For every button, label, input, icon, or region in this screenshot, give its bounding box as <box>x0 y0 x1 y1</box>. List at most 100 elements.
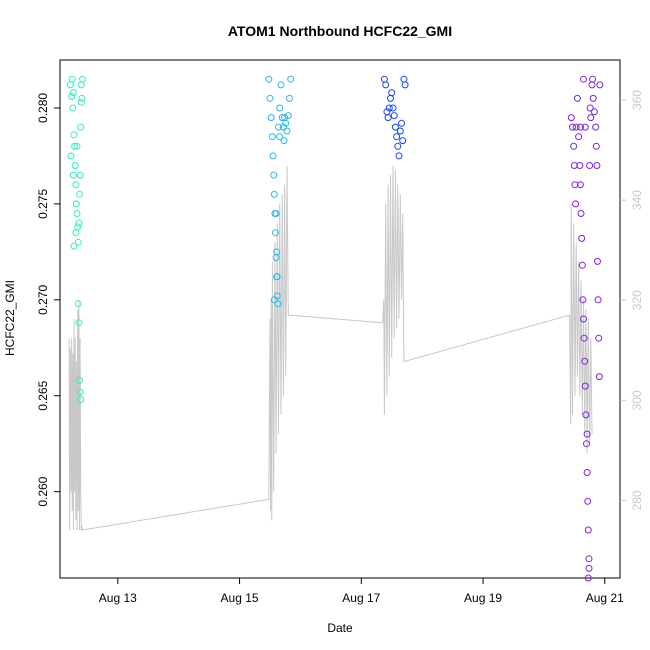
x-tick-label: Aug 19 <box>464 591 502 605</box>
data-point <box>385 104 393 112</box>
data-point <box>581 382 589 390</box>
gray-trace-line <box>68 165 593 531</box>
data-point <box>70 242 78 250</box>
data-point <box>276 104 284 112</box>
data-point <box>75 219 83 227</box>
data-point <box>274 300 282 308</box>
data-point <box>69 89 77 97</box>
data-point <box>75 319 83 327</box>
data-point <box>69 171 77 179</box>
data-point <box>578 234 586 242</box>
data-point <box>393 133 401 141</box>
right-tick-label: 300 <box>630 390 644 410</box>
data-point <box>582 411 590 419</box>
data-point <box>594 296 602 304</box>
y-tick-label: 0.280 <box>36 93 50 123</box>
data-point <box>77 123 85 131</box>
data-point <box>287 75 295 83</box>
data-point <box>74 300 82 308</box>
data-point <box>278 114 286 122</box>
x-tick-label: Aug 15 <box>221 591 259 605</box>
chart-title: ATOM1 Northbound HCFC22_GMI <box>228 23 452 39</box>
data-point <box>583 440 590 448</box>
series-2 <box>265 75 295 308</box>
data-point <box>284 112 292 120</box>
data-point <box>586 162 594 169</box>
data-point <box>387 94 394 102</box>
data-point <box>380 75 388 83</box>
y-tick-label: 0.265 <box>36 380 50 410</box>
data-point <box>585 555 593 563</box>
data-point <box>589 94 597 102</box>
x-tick-label: Aug 13 <box>99 591 137 605</box>
data-point <box>596 81 604 89</box>
data-point <box>592 142 600 150</box>
data-point <box>573 94 581 102</box>
data-point <box>79 75 86 83</box>
x-tick-label: Aug 17 <box>342 591 380 605</box>
data-point <box>270 190 278 198</box>
data-point <box>77 98 85 106</box>
data-point <box>577 210 585 217</box>
data-point <box>273 273 281 281</box>
data-point <box>398 119 405 127</box>
data-point <box>68 75 76 83</box>
data-point <box>576 162 584 169</box>
data-point <box>583 430 591 438</box>
data-point <box>571 181 579 189</box>
data-point <box>275 123 282 131</box>
y-tick-label: 0.270 <box>36 284 50 314</box>
data-point <box>585 564 593 572</box>
data-point <box>401 81 409 89</box>
x-tick-label: Aug 21 <box>586 591 624 605</box>
data-point <box>73 142 81 150</box>
data-point <box>74 223 82 231</box>
right-tick-label: 280 <box>630 490 644 510</box>
data-point <box>567 114 575 122</box>
data-point <box>580 334 588 342</box>
data-point <box>570 142 578 150</box>
data-point <box>76 190 83 198</box>
data-point <box>581 357 589 365</box>
data-point <box>266 94 274 102</box>
data-point <box>572 200 580 208</box>
data-point <box>394 142 402 150</box>
right-tick-label: 360 <box>630 90 644 110</box>
data-point <box>583 469 591 476</box>
right-tick-label: 320 <box>630 290 644 310</box>
data-point <box>277 81 285 89</box>
data-point <box>279 123 287 131</box>
data-point <box>273 248 281 256</box>
data-point <box>579 296 587 304</box>
data-point <box>276 133 284 141</box>
data-point <box>580 75 587 83</box>
data-point <box>569 123 576 131</box>
data-point <box>269 152 277 160</box>
data-point <box>382 81 390 89</box>
data-point <box>584 497 592 505</box>
data-point <box>71 142 79 150</box>
data-point <box>593 162 601 169</box>
data-point <box>595 373 603 381</box>
points-layer <box>66 75 604 582</box>
data-point <box>68 93 76 100</box>
data-point <box>76 388 84 396</box>
data-point <box>584 526 592 534</box>
data-point <box>268 133 276 141</box>
data-point <box>592 123 600 131</box>
data-point <box>576 123 584 131</box>
data-point <box>72 200 80 208</box>
data-point <box>283 127 291 135</box>
data-point <box>572 123 580 131</box>
data-point <box>74 238 82 246</box>
y-axis-label: HCFC22_GMI <box>3 280 17 356</box>
y-tick-label: 0.275 <box>36 189 50 219</box>
data-point <box>590 108 598 116</box>
data-point <box>270 296 278 304</box>
right-tick-label: 340 <box>630 190 644 210</box>
data-point <box>69 104 77 112</box>
data-point <box>395 152 403 160</box>
data-point <box>67 152 75 160</box>
